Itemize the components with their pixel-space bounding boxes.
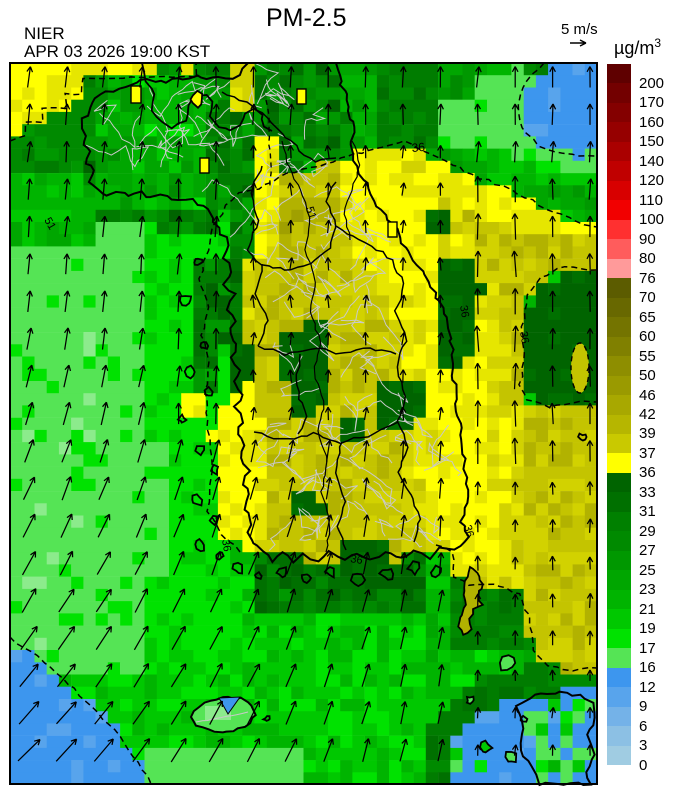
svg-text:36: 36 xyxy=(219,538,233,552)
svg-text:36: 36 xyxy=(411,140,426,155)
svg-text:36: 36 xyxy=(517,330,531,344)
svg-text:36: 36 xyxy=(457,304,471,318)
svg-text:36: 36 xyxy=(461,524,476,539)
svg-text:51: 51 xyxy=(41,216,58,233)
svg-text:51: 51 xyxy=(303,205,318,220)
svg-text:36: 36 xyxy=(349,553,363,567)
